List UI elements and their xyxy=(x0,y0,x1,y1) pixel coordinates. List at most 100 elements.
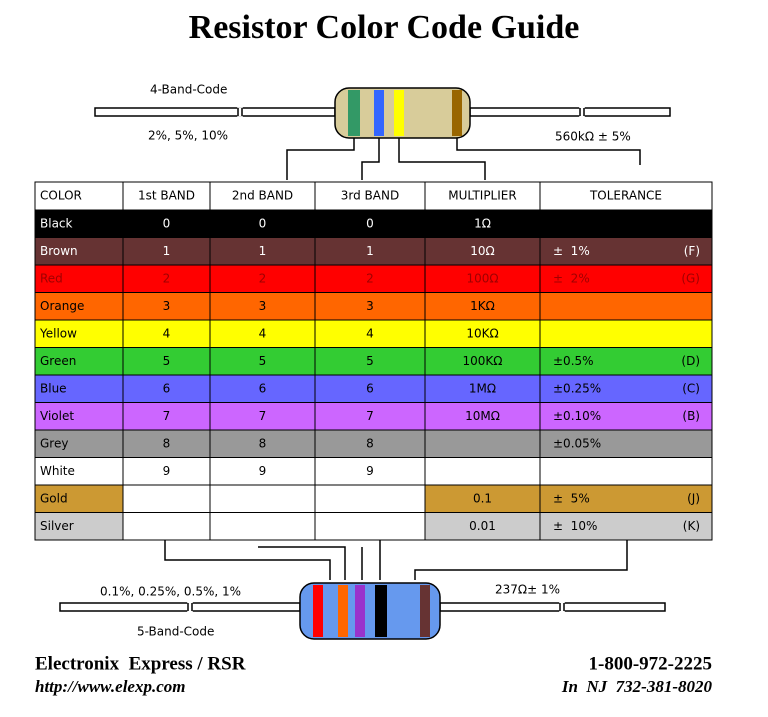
cell xyxy=(539,347,713,376)
cell xyxy=(209,209,316,238)
cell xyxy=(424,374,541,403)
cell-text: ±0.05% xyxy=(553,436,601,450)
cell-text: 5 xyxy=(366,354,374,368)
cell xyxy=(122,209,211,238)
five-band-label: 5-Band-Code xyxy=(137,625,214,639)
cell-text: 3 xyxy=(259,299,267,313)
cell-text: (D) xyxy=(681,354,700,368)
header-text: MULTIPLIER xyxy=(448,189,516,203)
cell xyxy=(539,374,713,403)
four-band-resistor xyxy=(94,87,671,180)
cell-text: 1KΩ xyxy=(470,299,495,313)
cell-text: 1 xyxy=(259,244,267,258)
cell-text: (G) xyxy=(681,271,700,285)
cell xyxy=(122,264,211,293)
cell-text: 0 xyxy=(366,216,374,230)
cell-text: 2 xyxy=(259,271,267,285)
color-name: Yellow xyxy=(39,326,77,340)
cell xyxy=(209,484,316,513)
cell-text: ± 5% xyxy=(553,491,590,505)
cell xyxy=(539,264,713,293)
cell xyxy=(539,402,713,431)
cell xyxy=(122,292,211,321)
header-cell xyxy=(314,181,426,211)
cell-text: 1MΩ xyxy=(469,381,496,395)
cell xyxy=(122,347,211,376)
cell xyxy=(209,457,316,486)
four-band-label: 4-Band-Code xyxy=(150,83,227,97)
cell-text: ±0.5% xyxy=(553,354,594,368)
cell-text: 8 xyxy=(366,436,374,450)
cell-text: 5 xyxy=(259,354,267,368)
cell xyxy=(539,457,713,486)
cell xyxy=(122,402,211,431)
cell xyxy=(314,457,426,486)
cell-text: 0.1 xyxy=(473,491,492,505)
color-name: Blue xyxy=(40,381,67,395)
cell xyxy=(209,374,316,403)
header-cell xyxy=(424,181,541,211)
cell xyxy=(34,402,124,431)
cell-text: 6 xyxy=(366,381,374,395)
cell xyxy=(539,292,713,321)
cell xyxy=(122,512,211,541)
cell-text: 6 xyxy=(163,381,171,395)
cell xyxy=(314,512,426,541)
five-band-resistor xyxy=(59,540,666,640)
cell-text: 9 xyxy=(366,464,374,478)
cell-text: 6 xyxy=(259,381,267,395)
cell-text: (J) xyxy=(687,491,700,505)
cell xyxy=(539,209,713,238)
cell-text: 4 xyxy=(259,326,267,340)
cell-text: 3 xyxy=(366,299,374,313)
cell xyxy=(424,457,541,486)
cell-text: 4 xyxy=(163,326,171,340)
cell-text: 5 xyxy=(163,354,171,368)
color-table: COLOR 1st BAND 2nd BAND 3rd BAND MULTIPLIER T… xyxy=(34,181,713,541)
cell-text: ± 10% xyxy=(553,519,597,533)
four-band-tolerances: 2%, 5%, 10% xyxy=(148,129,228,143)
cell-text: 1Ω xyxy=(474,216,491,230)
cell-text: 3 xyxy=(163,299,171,313)
cell-text: ±0.25% xyxy=(553,381,601,395)
header-text: 1st BAND xyxy=(138,189,195,203)
cell-text: 0 xyxy=(163,216,171,230)
cell-text: 2 xyxy=(163,271,171,285)
cell xyxy=(34,429,124,458)
cell-text: 8 xyxy=(259,436,267,450)
color-name: Black xyxy=(40,216,73,230)
cell-text: 7 xyxy=(163,409,171,423)
cell xyxy=(34,512,124,541)
five-band-tolerances: 0.1%, 0.25%, 0.5%, 1% xyxy=(100,585,241,599)
title: Resistor Color Code Guide xyxy=(189,9,580,46)
cell xyxy=(424,402,541,431)
cell xyxy=(34,237,124,266)
cell-text: 100Ω xyxy=(466,271,498,285)
cell xyxy=(209,512,316,541)
cell xyxy=(539,512,713,541)
color-name: Violet xyxy=(40,409,74,423)
cell-text: 10MΩ xyxy=(465,409,500,423)
cell-text: ±0.10% xyxy=(553,409,601,423)
cell-text: 7 xyxy=(366,409,374,423)
cell-text: 10Ω xyxy=(470,244,494,258)
color-name: Grey xyxy=(40,436,68,450)
color-name: Silver xyxy=(40,519,74,533)
cell xyxy=(34,484,124,513)
header-text: COLOR xyxy=(40,189,82,203)
cell-text: 9 xyxy=(259,464,267,478)
cell xyxy=(34,347,124,376)
cell xyxy=(424,264,541,293)
cell xyxy=(209,264,316,293)
header-text: 2nd BAND xyxy=(232,189,293,203)
header-text: 3rd BAND xyxy=(341,189,399,203)
cell-text: ± 2% xyxy=(553,271,590,285)
cell-text: 1 xyxy=(163,244,171,258)
color-name: Gold xyxy=(40,491,68,505)
cell xyxy=(314,347,426,376)
cell xyxy=(314,374,426,403)
header-text: TOLERANCE xyxy=(589,189,662,203)
cell xyxy=(314,209,426,238)
five-band-example: 237Ω± 1% xyxy=(495,583,560,597)
cell-text: 7 xyxy=(259,409,267,423)
